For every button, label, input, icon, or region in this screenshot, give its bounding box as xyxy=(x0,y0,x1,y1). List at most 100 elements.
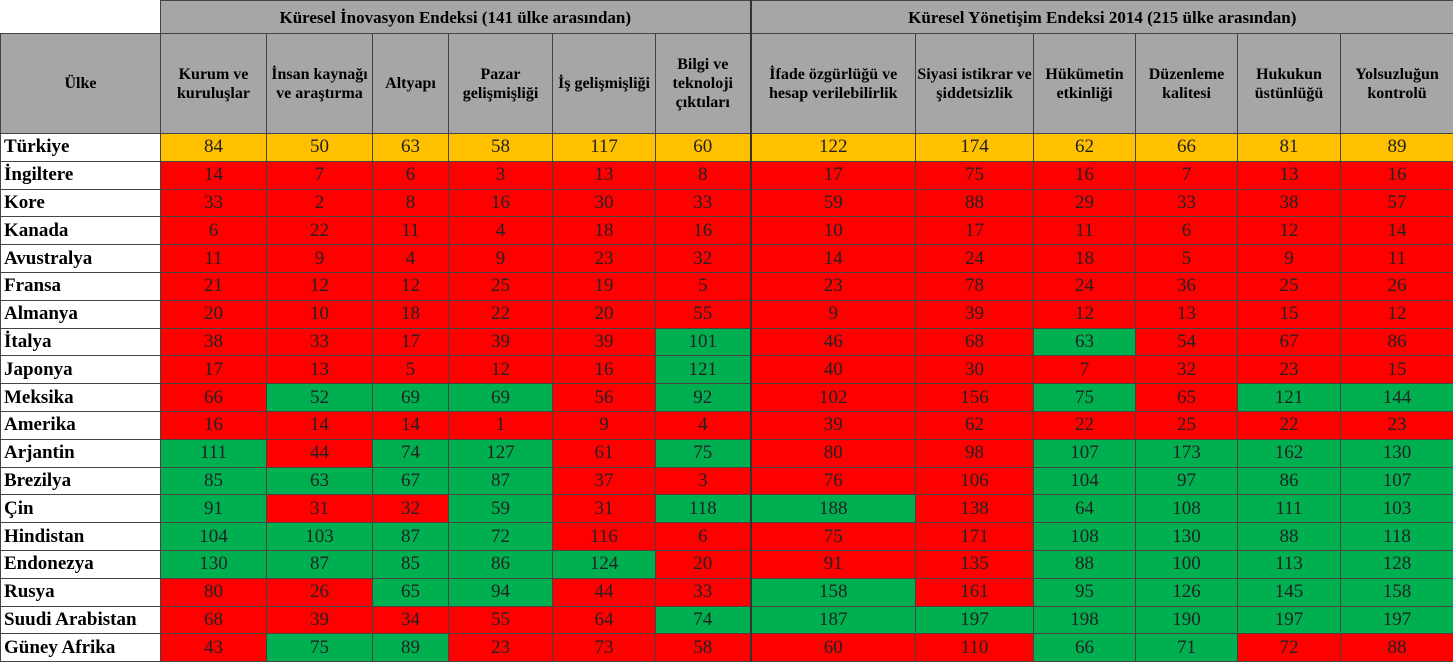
value-cell: 64 xyxy=(1033,494,1137,524)
value-cell: 118 xyxy=(654,494,752,524)
value-cell: 86 xyxy=(448,549,553,579)
value-cell: 110 xyxy=(915,633,1035,663)
value-cell: 107 xyxy=(1033,438,1137,468)
country-name: Arjantin xyxy=(0,438,161,468)
value-cell: 6 xyxy=(654,522,752,551)
value-cell: 130 xyxy=(1135,522,1239,551)
value-cell: 75 xyxy=(915,160,1035,190)
value-cell: 39 xyxy=(749,410,917,440)
value-cell: 135 xyxy=(915,549,1035,579)
value-cell: 32 xyxy=(1135,355,1239,385)
value-cell: 187 xyxy=(749,605,917,635)
value-cell: 22 xyxy=(1033,410,1137,440)
value-cell: 158 xyxy=(749,577,917,607)
value-cell: 23 xyxy=(749,271,917,301)
value-cell: 72 xyxy=(1237,633,1342,663)
value-cell: 3 xyxy=(654,466,752,496)
value-cell: 58 xyxy=(448,133,553,162)
value-cell: 13 xyxy=(552,160,656,190)
value-cell: 44 xyxy=(552,577,656,607)
value-cell: 116 xyxy=(552,522,656,551)
country-name: Meksika xyxy=(0,383,161,412)
value-cell: 130 xyxy=(160,549,267,579)
value-cell: 46 xyxy=(749,327,917,357)
country-name: Japonya xyxy=(0,355,161,385)
group-title: Küresel İnovasyon Endeksi (141 ülke aras… xyxy=(159,0,752,34)
value-cell: 44 xyxy=(266,438,373,468)
value-cell: 91 xyxy=(160,494,267,524)
value-cell: 158 xyxy=(1340,577,1453,607)
value-cell: 174 xyxy=(915,133,1035,162)
country-row: Kore 33 2 8 16 30 33 59 88 29 33 38 57 xyxy=(0,188,1453,218)
value-cell: 84 xyxy=(160,133,267,162)
value-cell: 29 xyxy=(1033,188,1137,218)
country-row: Almanya 20 10 18 22 20 55 9 39 12 13 15 12 xyxy=(0,299,1453,329)
column-header: Altyapı xyxy=(372,33,449,134)
value-cell: 11 xyxy=(1033,216,1137,246)
value-cell: 22 xyxy=(266,216,373,246)
value-cell: 6 xyxy=(1135,216,1239,246)
country-row: Avustralya 11 9 4 9 23 32 14 24 18 5 9 11 xyxy=(0,244,1453,273)
country-row: Rusya 80 26 65 94 44 33 158 161 95 126 145 158 xyxy=(0,577,1453,607)
value-cell: 22 xyxy=(448,299,553,329)
value-cell: 65 xyxy=(372,577,449,607)
value-cell: 14 xyxy=(1340,216,1453,246)
value-cell: 64 xyxy=(552,605,656,635)
value-cell: 121 xyxy=(1237,383,1342,412)
value-cell: 21 xyxy=(160,271,267,301)
value-cell: 6 xyxy=(160,216,267,246)
value-cell: 91 xyxy=(749,549,917,579)
column-header-row: Ülke Kurum ve kuruluşlar İnsan kaynağı ve … xyxy=(0,33,1453,134)
value-cell: 67 xyxy=(372,466,449,496)
value-cell: 2 xyxy=(266,188,373,218)
value-cell: 18 xyxy=(552,216,656,246)
country-row: Arjantin 111 44 74 127 61 75 80 98 107 173 162 130 xyxy=(0,438,1453,468)
value-cell: 88 xyxy=(1033,549,1137,579)
value-cell: 80 xyxy=(160,577,267,607)
value-cell: 5 xyxy=(654,271,752,301)
country-row: Kanada 6 22 11 4 18 16 10 17 11 6 12 14 xyxy=(0,216,1453,246)
value-cell: 11 xyxy=(372,216,449,246)
country-row: Türkiye 84 50 63 58 117 60 122 174 62 66 81 89 xyxy=(0,133,1453,162)
value-cell: 171 xyxy=(915,522,1035,551)
value-cell: 145 xyxy=(1237,577,1342,607)
value-cell: 86 xyxy=(1237,466,1342,496)
value-cell: 30 xyxy=(552,188,656,218)
value-cell: 108 xyxy=(1033,522,1137,551)
value-cell: 61 xyxy=(552,438,656,468)
value-cell: 97 xyxy=(1135,466,1239,496)
country-name: Çin xyxy=(0,494,161,524)
value-cell: 12 xyxy=(266,271,373,301)
value-cell: 31 xyxy=(552,494,656,524)
value-cell: 17 xyxy=(749,160,917,190)
value-cell: 86 xyxy=(1340,327,1453,357)
country-name: Brezilya xyxy=(0,466,161,496)
value-cell: 188 xyxy=(749,494,917,524)
value-cell: 7 xyxy=(1033,355,1137,385)
value-cell: 88 xyxy=(915,188,1035,218)
value-cell: 16 xyxy=(448,188,553,218)
value-cell: 88 xyxy=(1340,633,1453,663)
value-cell: 39 xyxy=(448,327,553,357)
value-cell: 36 xyxy=(1135,271,1239,301)
value-cell: 7 xyxy=(1135,160,1239,190)
value-cell: 138 xyxy=(915,494,1035,524)
value-cell: 81 xyxy=(1237,133,1342,162)
value-cell: 117 xyxy=(552,133,656,162)
value-cell: 60 xyxy=(749,633,917,663)
value-cell: 108 xyxy=(1135,494,1239,524)
country-row: Hindistan 104 103 87 72 116 6 75 171 108 130 88 118 xyxy=(0,522,1453,551)
value-cell: 87 xyxy=(266,549,373,579)
value-cell: 100 xyxy=(1135,549,1239,579)
value-cell: 162 xyxy=(1237,438,1342,468)
value-cell: 20 xyxy=(654,549,752,579)
value-cell: 23 xyxy=(1237,355,1342,385)
value-cell: 26 xyxy=(1340,271,1453,301)
value-cell: 118 xyxy=(1340,522,1453,551)
value-cell: 173 xyxy=(1135,438,1239,468)
value-cell: 20 xyxy=(552,299,656,329)
value-cell: 63 xyxy=(372,133,449,162)
value-cell: 63 xyxy=(266,466,373,496)
value-cell: 75 xyxy=(749,522,917,551)
